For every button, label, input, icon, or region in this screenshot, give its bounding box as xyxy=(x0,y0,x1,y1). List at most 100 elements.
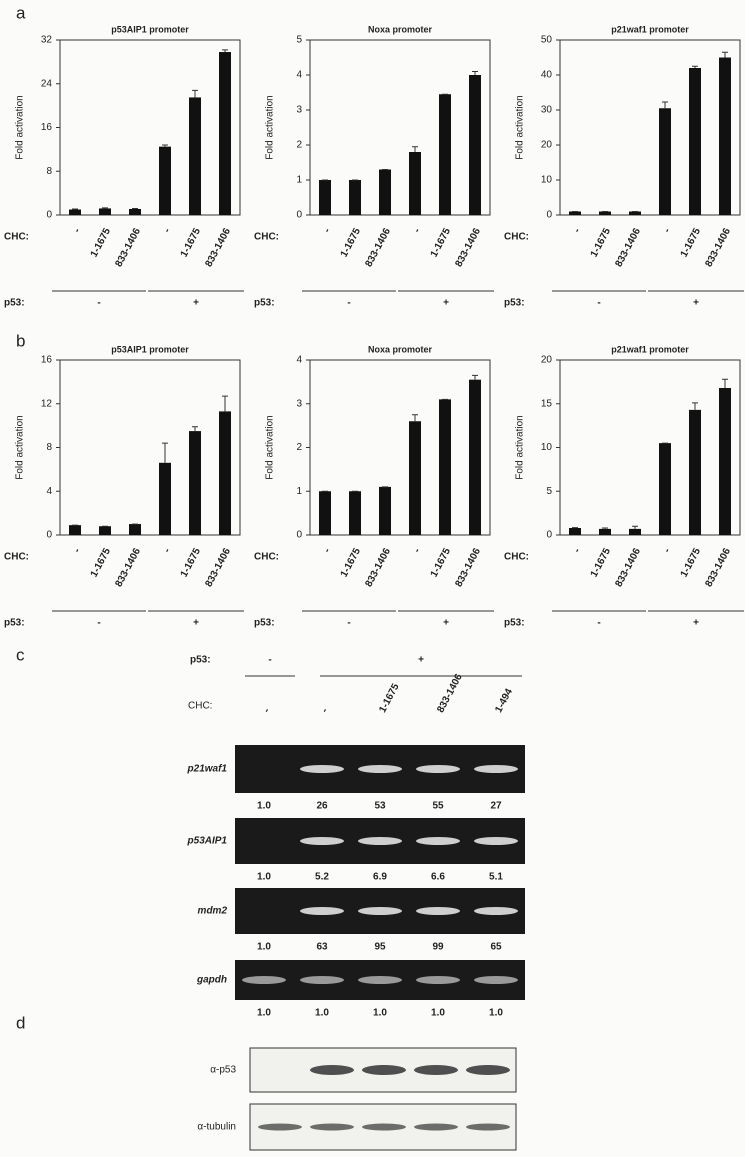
x-tick-label: 1-1675 xyxy=(589,546,614,579)
y-axis-label: Fold activation xyxy=(515,415,526,479)
y-axis-label: Fold activation xyxy=(515,95,526,159)
quantity: 1.0 xyxy=(257,1008,271,1019)
quantity: 27 xyxy=(490,801,502,812)
error-bar xyxy=(162,442,168,463)
x-tick-label: 833-1406 xyxy=(613,546,643,589)
y-tick-label: 32 xyxy=(41,35,53,46)
bar xyxy=(99,208,111,215)
y-tick-label: 10 xyxy=(541,175,553,186)
x-tick-label: - xyxy=(662,546,673,554)
x-tick-label: 833-1406 xyxy=(703,226,733,269)
chc-label: CHC: xyxy=(4,232,29,243)
p53-label: p53: xyxy=(254,298,275,309)
x-tick-label: - xyxy=(322,226,333,234)
quantity: 65 xyxy=(490,942,502,953)
quantity: 6.9 xyxy=(373,872,387,883)
chc-label: CHC: xyxy=(504,552,529,563)
plot-frame xyxy=(309,359,491,536)
chart-title: p21waf1 promoter xyxy=(611,24,689,34)
bar xyxy=(599,211,611,215)
chart-title: p53AIP1 promoter xyxy=(111,344,189,354)
x-tick-label: 1-1675 xyxy=(339,546,364,579)
quantity: 95 xyxy=(374,942,386,953)
error-bar xyxy=(722,51,728,58)
chart-title: p53AIP1 promoter xyxy=(111,24,189,34)
gene-label: p21waf1 xyxy=(187,764,228,775)
blot-band xyxy=(362,1123,406,1131)
quantity: 53 xyxy=(374,801,386,812)
bar xyxy=(219,411,231,535)
group-label: - xyxy=(597,298,600,309)
group-label: + xyxy=(418,655,424,666)
lane-label: - xyxy=(261,707,272,715)
gel-band xyxy=(415,765,461,773)
bar xyxy=(99,526,111,535)
chc-label: CHC: xyxy=(188,701,212,712)
gel-band xyxy=(415,837,461,845)
error-bar xyxy=(472,374,478,380)
group-label: + xyxy=(443,618,449,629)
gel-band xyxy=(299,837,345,845)
gel-band xyxy=(299,765,345,773)
error-bar xyxy=(132,207,138,209)
y-tick-label: 1 xyxy=(296,486,302,497)
p53-label: p53: xyxy=(504,298,525,309)
x-tick-label: 1-1675 xyxy=(589,226,614,259)
quantity: 5.2 xyxy=(315,872,329,883)
gel-band xyxy=(357,837,403,845)
plot-frame xyxy=(59,359,241,536)
bar xyxy=(189,431,201,535)
y-tick-label: 8 xyxy=(46,166,52,177)
y-axis-label: Fold activation xyxy=(15,415,26,479)
x-tick-label: 833-1406 xyxy=(203,546,233,589)
bar xyxy=(349,491,361,535)
x-tick-label: 1-1675 xyxy=(339,226,364,259)
p53-label: p53: xyxy=(4,298,25,309)
x-tick-label: 1-1675 xyxy=(679,546,704,579)
y-tick-label: 30 xyxy=(541,105,553,116)
y-tick-label: 15 xyxy=(541,398,553,409)
bar xyxy=(379,486,391,535)
bar xyxy=(689,409,701,535)
error-bar xyxy=(412,414,418,422)
bar xyxy=(129,208,141,215)
gel-band xyxy=(473,976,519,984)
p53-label: p53: xyxy=(254,618,275,629)
error-bar xyxy=(72,208,78,210)
bar xyxy=(629,528,641,535)
p53-label: p53: xyxy=(4,618,25,629)
x-tick-label: 833-1406 xyxy=(203,226,233,269)
panel-label: d xyxy=(16,1013,25,1032)
error-bar xyxy=(472,71,478,75)
gene-label: mdm2 xyxy=(198,906,228,917)
y-tick-label: 3 xyxy=(296,105,302,116)
antibody-label: α-p53 xyxy=(210,1065,236,1076)
x-tick-label: 1-1675 xyxy=(429,226,454,259)
error-bar xyxy=(662,101,668,109)
gel-band xyxy=(299,907,345,915)
gel-band xyxy=(415,907,461,915)
group-label: + xyxy=(193,298,199,309)
chc-label: CHC: xyxy=(254,232,279,243)
x-tick-label: - xyxy=(72,226,83,234)
error-bar xyxy=(102,207,108,209)
quantity: 55 xyxy=(432,801,444,812)
x-tick-label: 833-1406 xyxy=(613,226,643,269)
y-tick-label: 0 xyxy=(546,530,552,541)
y-tick-label: 5 xyxy=(296,35,302,46)
blot-band xyxy=(310,1123,354,1131)
panel-label: a xyxy=(16,3,26,22)
bar xyxy=(379,169,391,215)
y-tick-label: 1 xyxy=(296,175,302,186)
chc-label: CHC: xyxy=(504,232,529,243)
quantity: 1.0 xyxy=(373,1008,387,1019)
y-tick-label: 20 xyxy=(541,355,553,366)
y-tick-label: 24 xyxy=(41,78,53,89)
y-axis-label: Fold activation xyxy=(15,95,26,159)
plot-frame xyxy=(309,39,491,216)
blot-band xyxy=(466,1065,510,1075)
gel-band xyxy=(473,765,519,773)
error-bar xyxy=(692,65,698,68)
gel-band xyxy=(299,976,345,984)
